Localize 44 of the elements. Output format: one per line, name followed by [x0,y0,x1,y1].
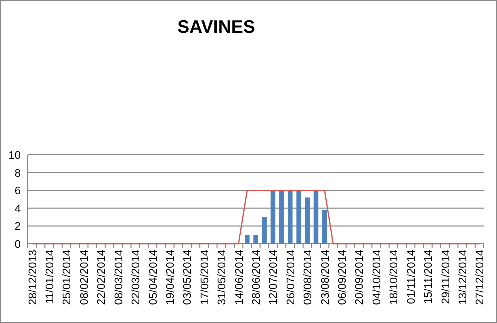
x-tick-label: 19/04/2014 [164,250,177,306]
x-tick-label: 15/11/2014 [423,250,436,304]
x-tick-label: 20/09/2014 [354,250,366,306]
x-tick-label: 08/03/2014 [113,250,126,306]
x-tick-label: 26/07/2014 [285,250,298,306]
x-tick-label: 01/11/2014 [406,250,418,304]
bar [314,190,319,244]
x-tick-label: 12/07/2014 [268,250,280,306]
y-tick-label: 0 [14,239,21,251]
x-tick-label: 04/10/2014 [371,250,384,306]
x-tick-label: 14/06/2014 [234,250,246,306]
x-tick-label: 28/06/2014 [251,250,263,306]
x-tick-label: 29/11/2014 [440,250,452,304]
x-tick-label: 03/05/2014 [182,250,194,306]
y-tick-label: 2 [14,221,21,234]
bar [322,210,328,244]
x-tick-label: 18/10/2014 [388,250,401,306]
y-tick-label: 4 [14,203,21,216]
y-tick-label: 6 [14,186,21,198]
bar [270,190,276,244]
chart-title: SAVINES [178,17,256,37]
x-tick-label: 27/12/2014 [474,250,487,306]
x-tick-label: 22/02/2014 [96,250,108,306]
x-tick-label: 05/04/2014 [148,250,160,306]
x-tick-label: 11/01/2014 [44,250,57,304]
bar [296,190,302,244]
bar [305,198,310,244]
x-tick-label: 17/05/2014 [199,250,212,306]
bar [262,217,267,244]
y-tick-label: 8 [14,168,21,180]
x-tick-label: 08/02/2014 [78,250,91,306]
x-tick-label: 13/12/2014 [457,250,470,306]
x-tick-label: 06/09/2014 [337,250,350,306]
bar [245,235,250,244]
x-tick-label: 22/03/2014 [130,250,143,306]
x-tick-label: 31/05/2014 [216,250,229,306]
bar [279,190,284,244]
x-tick-label: 09/08/2014 [302,250,315,306]
bar [288,190,293,244]
x-tick-label: 28/12/2013 [27,250,40,306]
y-tick-label: 10 [8,150,21,162]
bar [254,235,258,244]
x-tick-label: 23/08/2014 [320,250,332,306]
x-tick-label: 25/01/2014 [62,250,74,306]
